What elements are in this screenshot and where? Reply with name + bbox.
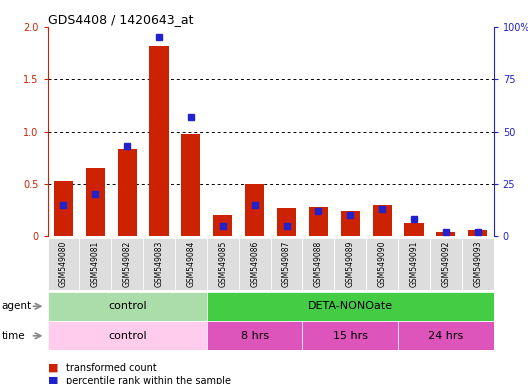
Text: GDS4408 / 1420643_at: GDS4408 / 1420643_at [48,13,193,26]
Bar [239,238,270,290]
Text: GSM549085: GSM549085 [218,241,227,287]
Bar [462,238,494,290]
Bar [468,230,487,236]
Text: GSM549086: GSM549086 [250,241,259,287]
Text: ■: ■ [48,363,58,373]
Bar [79,238,111,290]
Text: DETA-NONOate: DETA-NONOate [308,301,393,311]
Text: percentile rank within the sample: percentile rank within the sample [66,376,231,384]
Bar [373,205,392,236]
Bar [341,211,360,236]
Bar [48,321,207,350]
Bar [404,223,423,236]
Text: control: control [108,301,146,311]
Text: 24 hrs: 24 hrs [428,331,464,341]
Bar [111,238,143,290]
Text: GSM549088: GSM549088 [314,241,323,287]
Bar [48,238,79,290]
Text: GSM549081: GSM549081 [91,241,100,287]
Text: GSM549091: GSM549091 [410,241,419,287]
Bar [436,232,456,236]
Bar [430,238,462,290]
Bar [303,321,398,350]
Bar [334,238,366,290]
Text: GSM549089: GSM549089 [346,241,355,287]
Bar [366,238,398,290]
Bar [207,238,239,290]
Text: 8 hrs: 8 hrs [241,331,269,341]
Text: transformed count: transformed count [66,363,157,373]
Bar [54,181,73,236]
Bar [309,207,328,236]
Bar [48,292,207,321]
Text: control: control [108,331,146,341]
Text: GSM549087: GSM549087 [282,241,291,287]
Text: GSM549093: GSM549093 [473,241,482,287]
Text: GSM549090: GSM549090 [378,241,386,287]
Bar [398,321,494,350]
Bar [118,149,137,236]
Text: GSM549082: GSM549082 [122,241,131,287]
Bar [213,215,232,236]
Text: GSM549092: GSM549092 [441,241,450,287]
Text: GSM549084: GSM549084 [186,241,195,287]
Bar [303,238,334,290]
Text: GSM549080: GSM549080 [59,241,68,287]
Bar [270,238,303,290]
Text: agent: agent [2,301,32,311]
Text: ■: ■ [48,376,58,384]
Text: time: time [2,331,25,341]
Bar [207,321,303,350]
Bar [398,238,430,290]
Bar [277,208,296,236]
Bar [175,238,207,290]
Text: GSM549083: GSM549083 [155,241,164,287]
Bar [149,46,168,236]
Bar [207,292,494,321]
Text: 15 hrs: 15 hrs [333,331,368,341]
Bar [245,184,264,236]
Bar [143,238,175,290]
Bar [182,134,201,236]
Bar [86,168,105,236]
